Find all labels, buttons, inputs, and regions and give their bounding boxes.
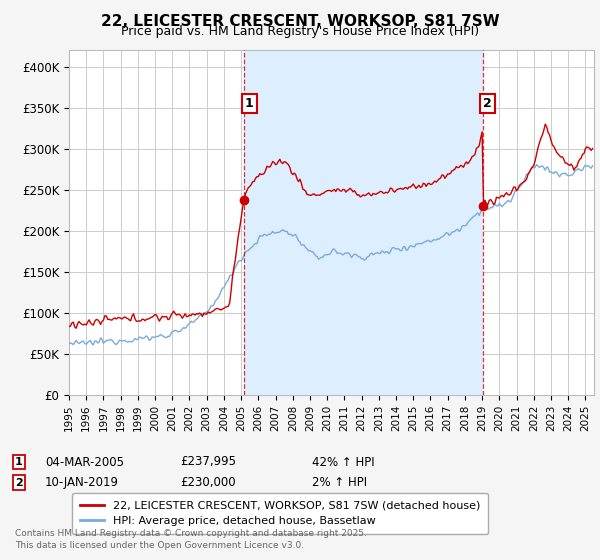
Text: 10-JAN-2019: 10-JAN-2019: [45, 476, 119, 489]
Text: Contains HM Land Registry data © Crown copyright and database right 2025.
This d: Contains HM Land Registry data © Crown c…: [15, 529, 367, 550]
Text: 2% ↑ HPI: 2% ↑ HPI: [312, 476, 367, 489]
Text: 2: 2: [15, 478, 23, 488]
Legend: 22, LEICESTER CRESCENT, WORKSOP, S81 7SW (detached house), HPI: Average price, d: 22, LEICESTER CRESCENT, WORKSOP, S81 7SW…: [72, 493, 488, 534]
Text: 22, LEICESTER CRESCENT, WORKSOP, S81 7SW: 22, LEICESTER CRESCENT, WORKSOP, S81 7SW: [101, 14, 499, 29]
Text: 04-MAR-2005: 04-MAR-2005: [45, 455, 124, 469]
Text: 2: 2: [484, 97, 492, 110]
Text: 1: 1: [15, 457, 23, 467]
Text: 1: 1: [245, 97, 254, 110]
Text: £230,000: £230,000: [180, 476, 236, 489]
Text: 42% ↑ HPI: 42% ↑ HPI: [312, 455, 374, 469]
Text: £237,995: £237,995: [180, 455, 236, 469]
Bar: [244, 50, 482, 395]
Text: Price paid vs. HM Land Registry's House Price Index (HPI): Price paid vs. HM Land Registry's House …: [121, 25, 479, 38]
